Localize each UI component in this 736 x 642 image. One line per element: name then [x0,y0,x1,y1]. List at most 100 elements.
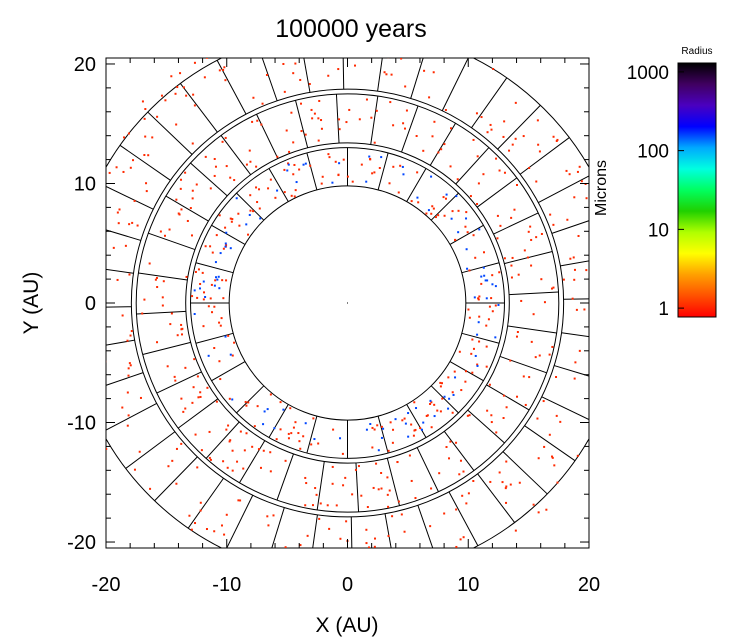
particle-point [480,282,483,285]
particle-point [383,71,386,74]
particle-point [473,296,476,299]
particle-point [383,580,385,582]
particle-point [199,395,202,398]
grid-sector-line [142,341,191,355]
particle-point [224,335,227,338]
particle-point [222,297,225,300]
particle-point [306,534,309,537]
particle-point [400,513,403,516]
particle-point [228,440,231,443]
particle-point [127,374,130,377]
particle-point [556,138,559,141]
particle-point [403,576,405,578]
particle-point [108,171,111,174]
particle-point [627,289,629,291]
particle-point [213,305,216,308]
particle-point [218,69,221,72]
particle-point [184,171,187,174]
particle-point [548,433,551,436]
particle-point [465,217,468,220]
grid-sector-line [216,60,247,115]
particle-point [413,429,416,432]
particle-point [193,358,196,361]
particle-point [317,117,320,120]
particle-point [478,340,481,343]
grid-sector-line [335,94,340,144]
particle-point [455,441,458,444]
particle-point [215,276,218,279]
particle-point [613,238,615,240]
particle-point [460,389,463,392]
particle-point [428,96,431,99]
particle-point [438,472,441,475]
particle-point [490,421,493,424]
particle-point [393,571,395,573]
particle-point [412,434,415,437]
grid-sector-line [541,396,589,421]
particle-point [116,211,119,214]
particle-point [223,66,226,69]
particle-point [175,123,178,126]
grid-sector-line [342,58,345,90]
particle-point [380,471,383,474]
particle-point [459,538,462,541]
particle-point [141,100,144,103]
particle-point [555,376,558,379]
particle-point [129,364,132,367]
particle-point [267,187,270,190]
particle-point [433,403,436,406]
particle-point [443,395,446,398]
particle-point [171,459,174,462]
particle-point [573,268,576,271]
particles [106,58,629,582]
particle-point [527,230,530,233]
grid-sector-line [417,505,434,548]
particle-point [413,401,416,404]
particle-point [486,279,489,282]
grid-sector-line [519,137,570,175]
x-tick-label: -10 [212,574,241,596]
particle-point [518,481,521,484]
particle-point [294,189,297,192]
particle-point [420,428,423,431]
particle-point [230,220,233,223]
particle-point [605,351,607,353]
particle-point [213,157,216,160]
particle-point [592,436,594,438]
particle-point [616,401,618,403]
particle-point [442,567,444,569]
grid-sector-line [502,451,548,495]
particle-point [195,183,198,186]
particle-point [455,195,458,198]
particle-point [269,470,272,473]
particle-point [365,180,368,183]
particle-point [492,68,495,71]
particle-point [537,457,540,460]
particle-point [192,386,195,389]
particle-point [530,340,533,343]
particle-point [388,182,391,185]
grid-sector-line [524,425,576,462]
particle-point [430,487,433,490]
particle-point [451,391,454,394]
grid-sector-line [154,456,198,502]
particle-point [222,68,225,71]
particle-point [192,93,195,96]
particle-point [344,476,347,479]
particle-point [468,414,471,417]
particle-point [342,158,345,161]
particle-point [452,393,455,396]
particle-point [197,268,200,271]
particle-point [368,155,371,158]
particle-point [128,273,131,276]
particle-point [129,166,132,169]
particle-point [532,313,535,316]
particle-point [267,524,270,527]
particle-point [510,264,513,267]
particle-point [116,278,119,281]
grid-sector-line [220,135,252,175]
particle-point [189,207,192,210]
particle-point [173,375,176,378]
particle-point [221,279,224,282]
particle-point [397,191,400,194]
